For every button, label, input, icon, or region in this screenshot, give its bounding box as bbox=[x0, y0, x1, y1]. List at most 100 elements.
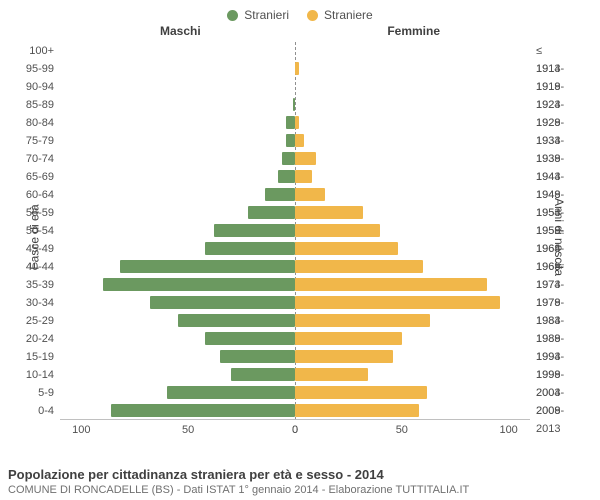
female-bar bbox=[295, 224, 380, 237]
age-row: 90-941919-1923 bbox=[60, 78, 530, 96]
x-tick: 0 bbox=[292, 424, 298, 436]
age-label: 80-84 bbox=[14, 114, 54, 132]
male-bar bbox=[178, 314, 296, 327]
male-column-title: Maschi bbox=[160, 24, 201, 38]
female-bar bbox=[295, 404, 419, 417]
female-bar bbox=[295, 170, 312, 183]
male-bar bbox=[248, 206, 295, 219]
female-bar bbox=[295, 188, 325, 201]
male-bar bbox=[293, 98, 295, 111]
age-label: 85-89 bbox=[14, 96, 54, 114]
age-label: 10-14 bbox=[14, 366, 54, 384]
x-tick: 100 bbox=[72, 424, 90, 436]
age-row: 65-691944-1948 bbox=[60, 168, 530, 186]
age-label: 75-79 bbox=[14, 132, 54, 150]
age-row: 25-291984-1988 bbox=[60, 312, 530, 330]
male-bar bbox=[167, 386, 295, 399]
female-column-title: Femmine bbox=[387, 24, 440, 38]
female-bar bbox=[295, 350, 393, 363]
page: Stranieri Straniere Maschi Femmine Fasce … bbox=[0, 0, 600, 500]
age-row: 30-341979-1983 bbox=[60, 294, 530, 312]
age-label: 70-74 bbox=[14, 150, 54, 168]
age-row: 45-491964-1968 bbox=[60, 240, 530, 258]
pyramid-chart: Maschi Femmine Fasce di età Anni di nasc… bbox=[0, 22, 600, 452]
age-row: 10-141999-2003 bbox=[60, 366, 530, 384]
age-row: 0-42009-2013 bbox=[60, 402, 530, 420]
female-bar bbox=[295, 386, 427, 399]
male-bar bbox=[265, 188, 295, 201]
male-bar bbox=[286, 116, 295, 129]
male-bar bbox=[111, 404, 295, 417]
age-label: 55-59 bbox=[14, 204, 54, 222]
legend-item: Straniere bbox=[307, 8, 373, 22]
age-label: 90-94 bbox=[14, 78, 54, 96]
age-label: 30-34 bbox=[14, 294, 54, 312]
age-row: 95-991914-1918 bbox=[60, 60, 530, 78]
male-bar bbox=[205, 332, 295, 345]
female-bar bbox=[295, 242, 398, 255]
female-bar bbox=[295, 296, 500, 309]
chart-title: Popolazione per cittadinanza straniera p… bbox=[8, 467, 469, 482]
age-row: 15-191994-1998 bbox=[60, 348, 530, 366]
male-bar bbox=[205, 242, 295, 255]
male-bar bbox=[120, 260, 295, 273]
age-row: 5-92004-2008 bbox=[60, 384, 530, 402]
age-row: 35-391974-1978 bbox=[60, 276, 530, 294]
female-bar bbox=[295, 332, 402, 345]
x-tick: 50 bbox=[396, 424, 408, 436]
male-bar bbox=[214, 224, 295, 237]
female-bar bbox=[295, 152, 316, 165]
age-label: 5-9 bbox=[14, 384, 54, 402]
age-row: 55-591954-1958 bbox=[60, 204, 530, 222]
age-label: 95-99 bbox=[14, 60, 54, 78]
age-label: 0-4 bbox=[14, 402, 54, 420]
female-bar bbox=[295, 134, 304, 147]
male-bar bbox=[286, 134, 295, 147]
age-label: 50-54 bbox=[14, 222, 54, 240]
chart-footer: Popolazione per cittadinanza straniera p… bbox=[8, 467, 469, 496]
legend-label: Stranieri bbox=[244, 8, 289, 22]
age-label: 45-49 bbox=[14, 240, 54, 258]
female-bar bbox=[295, 314, 430, 327]
male-bar bbox=[103, 278, 295, 291]
female-bar bbox=[295, 278, 487, 291]
female-bar bbox=[295, 206, 363, 219]
age-label: 60-64 bbox=[14, 186, 54, 204]
male-bar bbox=[150, 296, 295, 309]
age-row: 75-791934-1938 bbox=[60, 132, 530, 150]
legend-swatch bbox=[307, 10, 318, 21]
x-axis: 100500050100 bbox=[60, 424, 530, 440]
age-label: 20-24 bbox=[14, 330, 54, 348]
male-bar bbox=[231, 368, 295, 381]
female-bar bbox=[295, 116, 299, 129]
age-label: 35-39 bbox=[14, 276, 54, 294]
legend-item: Stranieri bbox=[227, 8, 289, 22]
female-bar bbox=[295, 62, 299, 75]
age-row: 50-541959-1963 bbox=[60, 222, 530, 240]
female-bar bbox=[295, 260, 423, 273]
male-bar bbox=[278, 170, 295, 183]
age-row: 40-441969-1973 bbox=[60, 258, 530, 276]
birth-year-label: 2009-2013 bbox=[536, 402, 564, 438]
plot-area: 100+≤ 191395-991914-191890-941919-192385… bbox=[60, 42, 530, 420]
age-row: 20-241989-1993 bbox=[60, 330, 530, 348]
age-label: 100+ bbox=[14, 42, 54, 60]
chart-subtitle: COMUNE DI RONCADELLE (BS) - Dati ISTAT 1… bbox=[8, 484, 469, 496]
age-label: 65-69 bbox=[14, 168, 54, 186]
male-bar bbox=[282, 152, 295, 165]
age-row: 85-891924-1928 bbox=[60, 96, 530, 114]
age-label: 25-29 bbox=[14, 312, 54, 330]
male-bar bbox=[220, 350, 295, 363]
age-row: 70-741939-1943 bbox=[60, 150, 530, 168]
age-label: 40-44 bbox=[14, 258, 54, 276]
age-row: 100+≤ 1913 bbox=[60, 42, 530, 60]
legend: Stranieri Straniere bbox=[0, 0, 600, 22]
legend-label: Straniere bbox=[324, 8, 373, 22]
age-row: 80-841929-1933 bbox=[60, 114, 530, 132]
legend-swatch bbox=[227, 10, 238, 21]
x-tick: 50 bbox=[182, 424, 194, 436]
age-label: 15-19 bbox=[14, 348, 54, 366]
age-row: 60-641949-1953 bbox=[60, 186, 530, 204]
x-tick: 100 bbox=[499, 424, 517, 436]
female-bar bbox=[295, 368, 368, 381]
